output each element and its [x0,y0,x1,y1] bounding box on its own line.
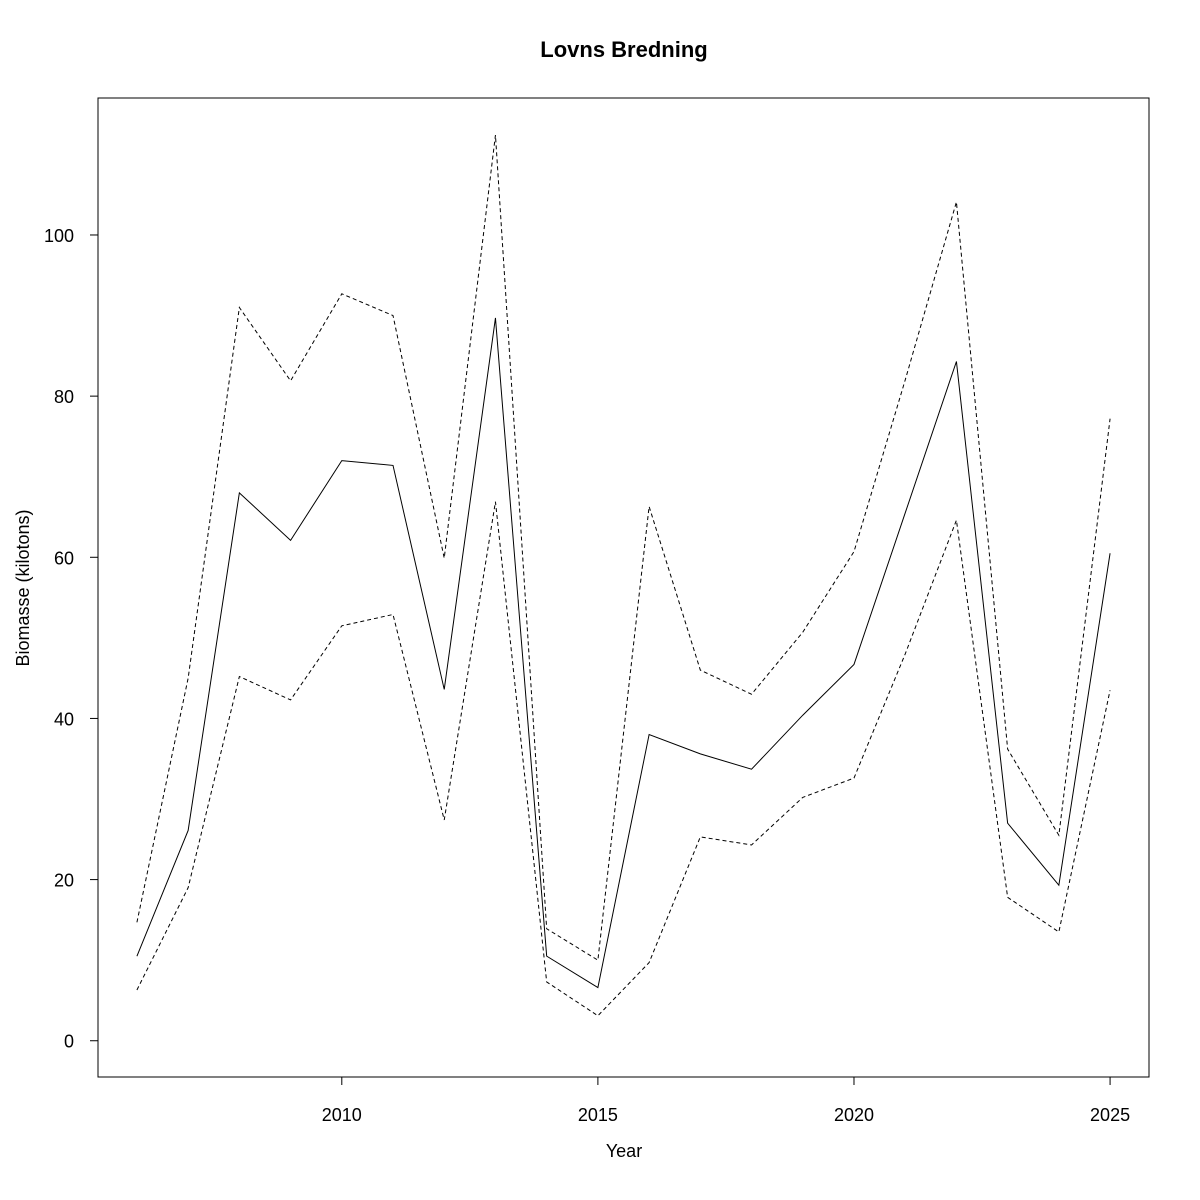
series-line [136,501,1111,1017]
x-axis-label: Year [606,1141,642,1161]
y-tick-label: 80 [54,387,74,407]
chart-title: Lovns Bredning [540,37,707,62]
series-line [136,317,1111,989]
y-tick-label: 40 [54,709,74,729]
y-tick-label: 0 [64,1032,74,1052]
y-tick-label: 60 [54,548,74,568]
plot-frame [97,97,1150,1078]
x-tick-label: 2025 [1090,1105,1130,1125]
series-line [136,135,1111,962]
x-tick-label: 2015 [578,1105,618,1125]
x-tick-label: 2020 [834,1105,874,1125]
y-tick-label: 20 [54,871,74,891]
y-tick-label: 100 [44,226,74,246]
y-axis-label: Biomasse (kilotons) [13,509,33,666]
x-tick-label: 2010 [322,1105,362,1125]
